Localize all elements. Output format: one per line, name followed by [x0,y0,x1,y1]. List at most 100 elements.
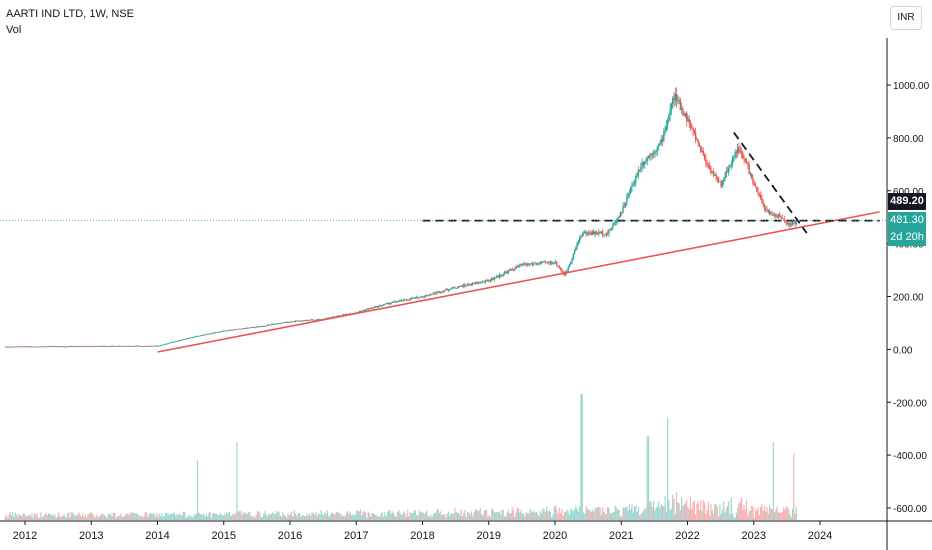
volume-bar [456,512,459,520]
candle-body [358,311,361,313]
volume-bar [660,504,662,520]
candle-body [566,270,568,273]
candle-body [433,292,436,294]
candle-body [584,231,586,233]
volume-bar [426,510,428,520]
descending-dashed-line[interactable] [733,132,808,234]
volume-bar [226,512,228,520]
volume-bar [250,516,252,520]
candle-body [697,140,699,144]
candle-body [93,346,96,348]
volume-bars [4,394,797,520]
volume-bar [56,516,58,520]
volume-bar [706,509,708,520]
candle-body [700,146,702,153]
volume-bar [465,517,467,520]
candle-body [106,346,108,348]
volume-bar [510,513,512,520]
time-axis[interactable]: 2012 2013 2014 2015 2016 2017 2018 2019 2020 2021… [13,521,832,542]
volume-bar [728,501,730,520]
volume-bar [219,512,222,520]
volume-bar [280,516,283,520]
volume-bar [760,506,762,520]
price-tick-label: -400.00 [893,451,927,462]
candle-body [731,157,734,164]
candle-body [765,208,767,210]
volume-bar [765,511,767,520]
volume-bar [236,442,238,520]
volume-bar [186,517,188,520]
candle-body [232,329,234,331]
candle-body [245,328,247,329]
candle-body [487,280,489,282]
volume-bar [791,508,794,520]
volume-bar [557,513,559,520]
candle-body [375,306,377,308]
candle-body [609,229,611,231]
currency-button[interactable]: INR [890,6,922,30]
volume-bar [278,511,280,520]
volume-bar [190,516,192,520]
volume-bar [295,513,297,520]
volume-bar [205,513,208,520]
volume-bar [309,513,311,520]
volume-bar [398,509,400,520]
volume-bar [245,512,247,520]
candle-body [56,346,59,348]
candle-body [446,289,448,291]
volume-bar [484,509,487,520]
candle-body [13,346,15,348]
volume-bar [44,514,46,520]
volume-bar [134,513,136,520]
candle-body [521,264,524,265]
volume-bar [89,512,92,520]
volume-bar [221,514,223,520]
volume-bar [177,515,179,520]
close-price-tag: 489.20 [888,193,926,210]
volume-bar [558,507,560,520]
volume-bar [167,513,169,520]
candle-body [536,264,539,265]
candle-body [96,346,98,347]
volume-bar [119,515,121,520]
volume-label[interactable]: Vol [6,24,22,36]
drawings-layer[interactable] [0,132,887,353]
volume-bar [311,512,313,520]
volume-bar [342,514,344,520]
candle-body [520,264,522,266]
candle-body [173,341,176,343]
candle-body [259,326,261,327]
candle-body [484,280,487,282]
candle-body [550,261,553,264]
volume-bar [447,511,450,520]
price-axis[interactable]: 1000.00800.00600.00400.00200.000.00-200.… [887,81,930,515]
symbol-title[interactable]: AARTI IND LTD, 1W, NSE [6,8,134,20]
candle-body [538,263,540,265]
volume-bar [86,517,88,520]
candle-body [581,234,583,236]
candle-body [579,237,581,242]
volume-bar [116,516,118,520]
volume-bar [412,513,414,520]
candle-body [627,193,629,198]
candle-body [598,231,600,235]
candle-body [725,171,727,178]
candle-body [450,288,452,290]
candle-body [683,115,685,117]
candle-body [786,223,789,225]
volume-bar [302,515,304,520]
support-trendline[interactable] [157,211,880,353]
candle-body [665,125,668,131]
volume-bar [385,516,387,520]
candle-body [60,346,62,347]
volume-bar [101,513,103,520]
candle-body [338,315,340,317]
volume-bar [607,506,609,520]
candle-body [5,346,8,348]
volume-bar [70,512,72,520]
candle-body [302,320,304,322]
volume-bar [696,503,698,520]
candle-body [593,231,595,235]
candle-body [545,262,548,264]
